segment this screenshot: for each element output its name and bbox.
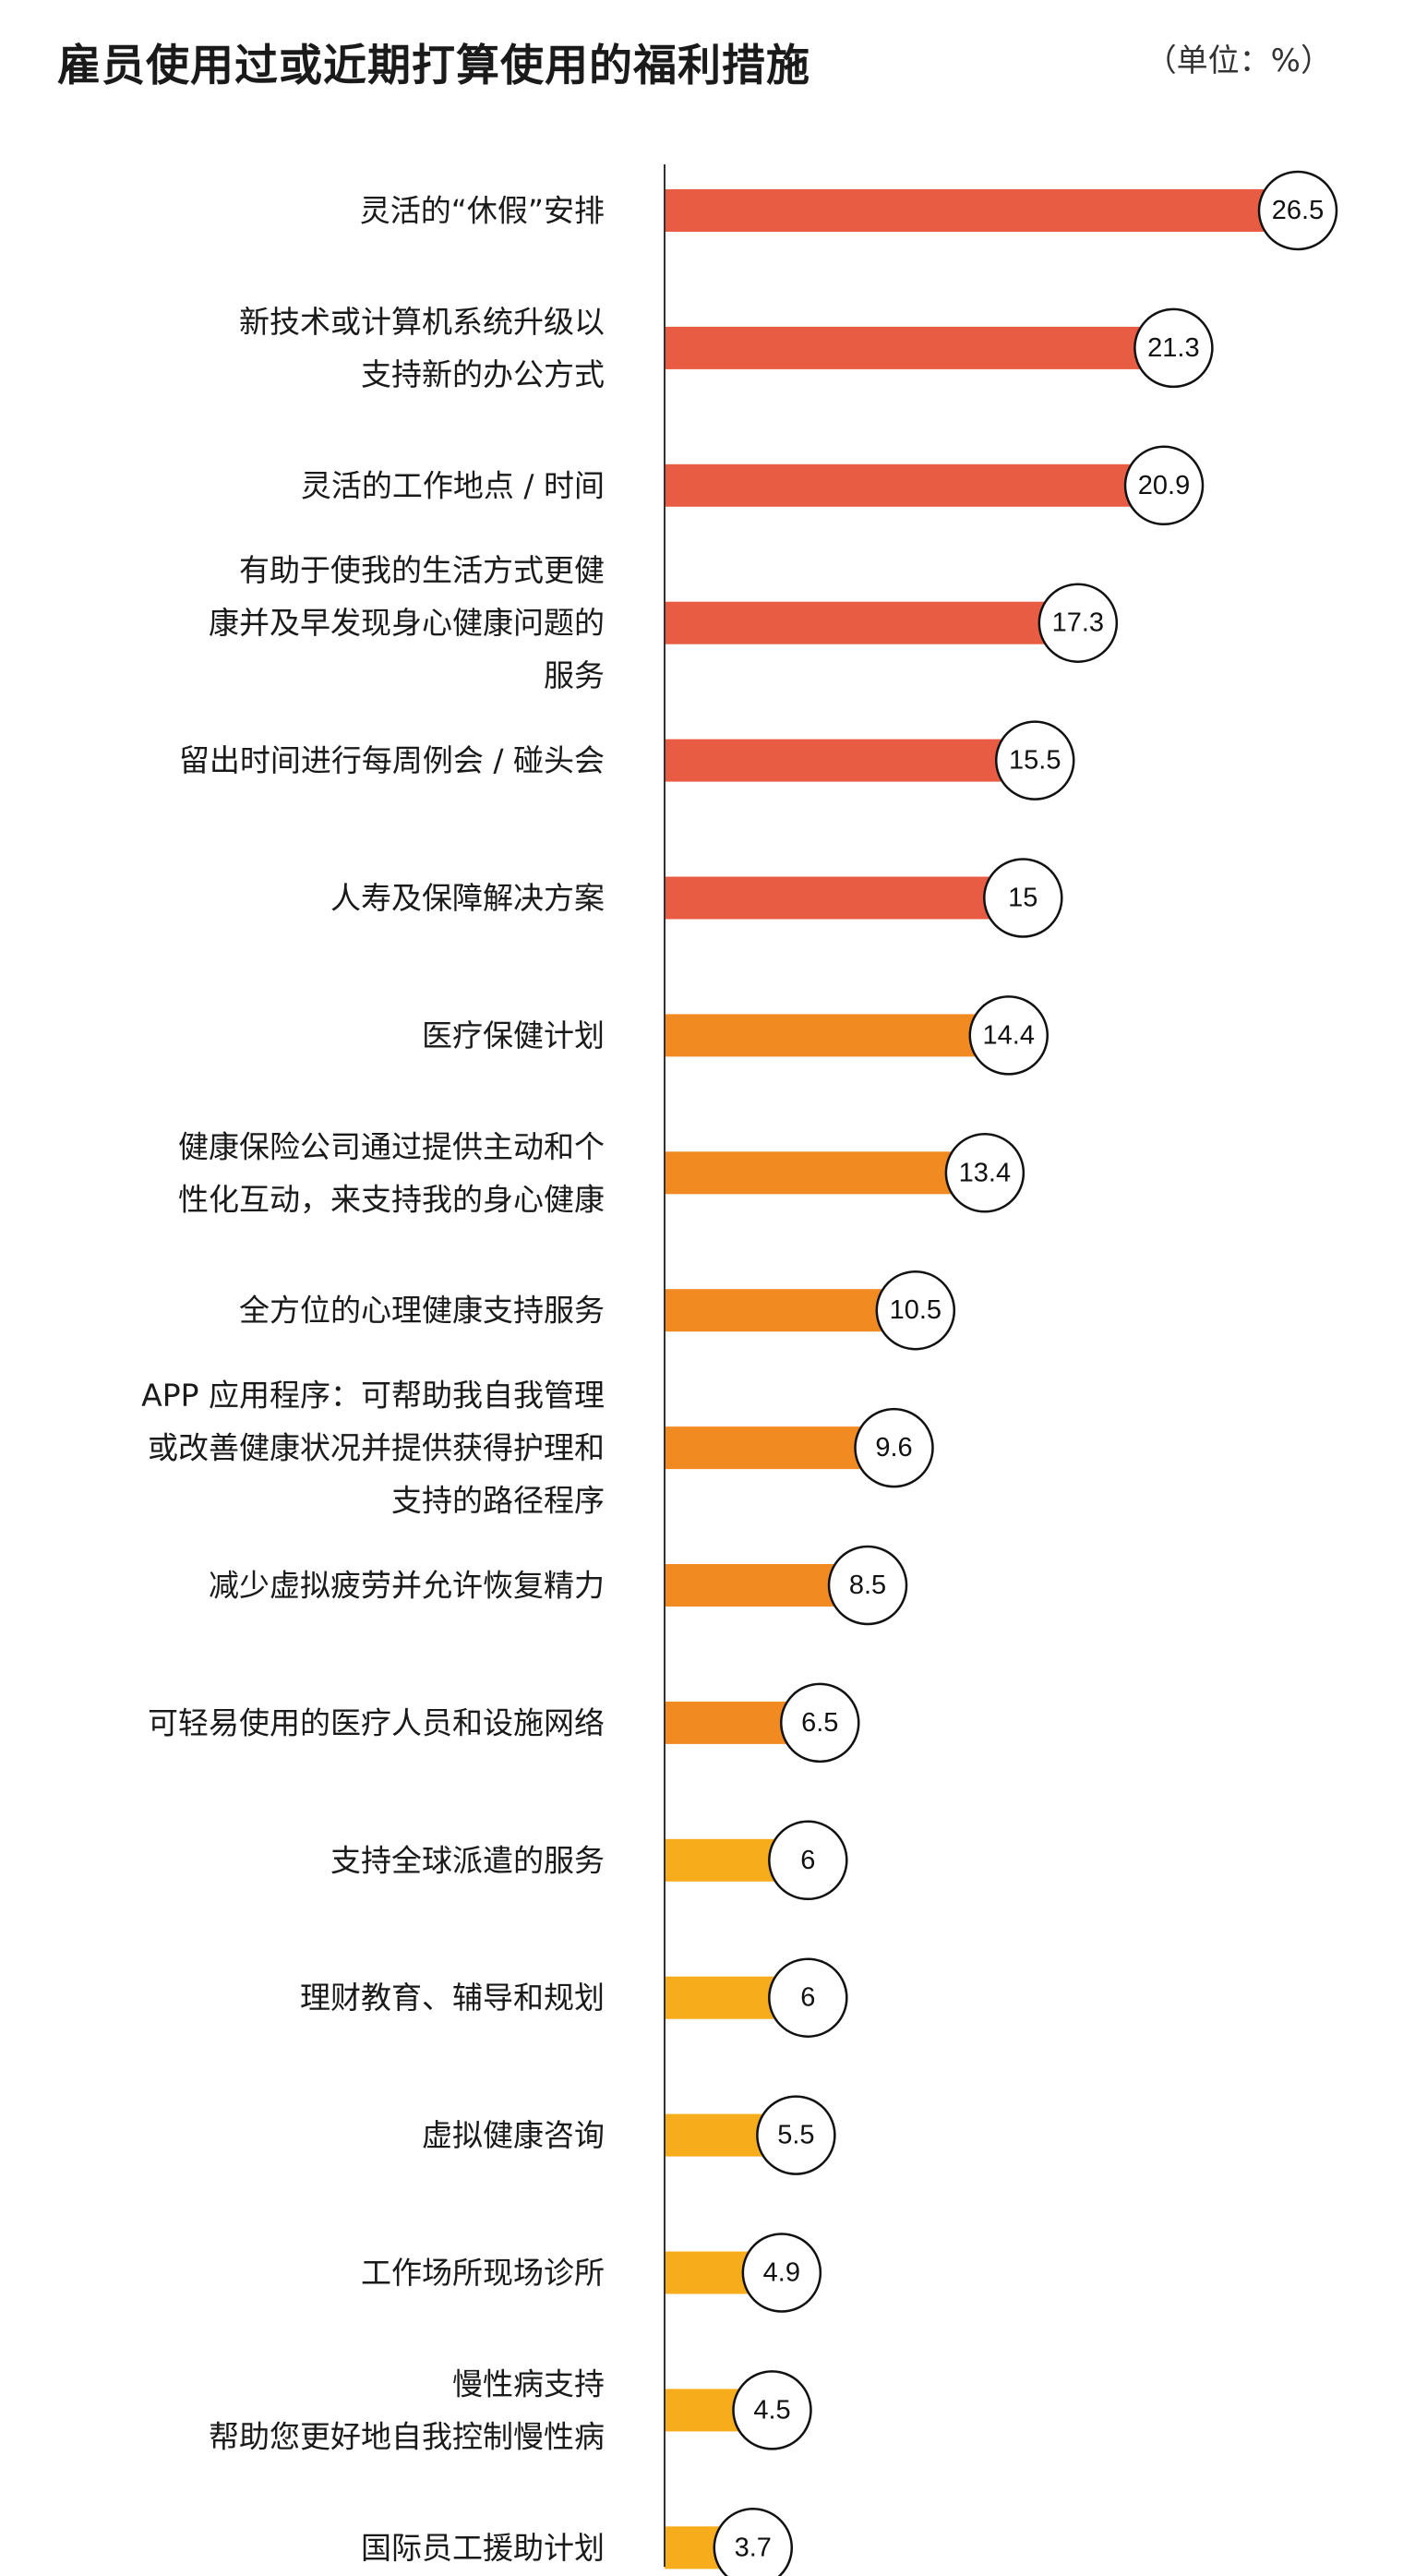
bar [665, 1014, 1009, 1057]
value-bubble [741, 2233, 822, 2313]
data-label: 4.9 [763, 2258, 800, 2288]
category-label: 国际员工援助计划 [361, 2530, 605, 2566]
data-label: 9.6 [875, 1433, 912, 1463]
category-label: 医疗保健计划 [422, 1017, 605, 1053]
category-label: 虚拟健康咨询 [422, 2117, 605, 2153]
category-label: 性化互动，来支持我的身心健康 [178, 1181, 605, 1217]
value-bubble [732, 2370, 812, 2450]
category-label: 有助于使我的生活方式更健 [239, 552, 605, 588]
unit-label: （单位：%） [1145, 42, 1332, 79]
value-bubble [768, 1957, 848, 2038]
category-label: 支持的路径程序 [391, 1483, 605, 1519]
data-label: 8.5 [849, 1571, 886, 1600]
data-label: 6 [800, 1983, 815, 2013]
value-bubble [1133, 307, 1214, 389]
value-bubble [756, 2095, 836, 2175]
category-label: APP 应用程序：可帮助我自我管理 [141, 1378, 605, 1414]
value-bubble [768, 1820, 848, 1901]
category-label: 帮助您更好地自我控制慢性病 [209, 2418, 605, 2454]
category-label: 康并及早发现身心健康问题的 [209, 605, 605, 641]
bar [665, 326, 1174, 369]
data-label: 15.5 [1009, 746, 1061, 776]
data-label: 10.5 [890, 1295, 941, 1325]
value-bubble [854, 1407, 934, 1488]
data-label: 26.5 [1272, 196, 1324, 225]
category-label: 理财教育、辅导和规划 [300, 1980, 605, 2016]
data-label: 6.5 [801, 1708, 838, 1738]
category-label: 支持全球派遣的服务 [330, 1842, 605, 1878]
value-bubble [968, 995, 1049, 1076]
bar [665, 601, 1078, 644]
bar [665, 189, 1298, 232]
category-label: 支持新的办公方式 [361, 356, 605, 392]
category-label: 工作场所现场诊所 [361, 2255, 605, 2291]
value-bubble [944, 1133, 1025, 1213]
data-label: 21.3 [1147, 333, 1199, 363]
category-label: 新技术或计算机系统升级以 [239, 304, 605, 340]
category-label: 慢性病支持 [452, 2365, 605, 2401]
data-label: 20.9 [1138, 471, 1190, 500]
category-label: 健康保险公司通过提供主动和个 [178, 1128, 605, 1164]
bar [665, 876, 1024, 920]
category-label: 灵活的“休假”安排 [360, 193, 605, 229]
value-bubble [1123, 445, 1205, 526]
category-label: 灵活的工作地点 / 时间 [301, 467, 605, 503]
value-bubble [1037, 583, 1119, 663]
category-label: 减少虚拟疲劳并允许恢复精力 [209, 1568, 605, 1604]
data-label: 6 [800, 1846, 815, 1875]
data-label: 15 [1008, 884, 1037, 913]
value-bubble [994, 720, 1075, 800]
data-label: 13.4 [959, 1158, 1011, 1187]
value-bubble [713, 2508, 794, 2576]
category-label: 或改善健康状况并提供获得护理和 [148, 1430, 605, 1466]
category-label: 服务 [544, 657, 605, 693]
data-label: 4.5 [753, 2395, 790, 2425]
bar [665, 1151, 985, 1195]
category-label: 留出时间进行每周例会 / 碰头会 [179, 742, 605, 778]
bar [665, 463, 1165, 507]
chart-title: 雇员使用过或近期打算使用的福利措施 [57, 41, 810, 91]
data-label: 17.3 [1052, 608, 1104, 638]
data-label: 5.5 [777, 2121, 814, 2150]
value-bubble [875, 1270, 956, 1351]
value-bubble [827, 1545, 908, 1626]
category-label: 可轻易使用的医疗人员和设施网络 [148, 1704, 605, 1740]
value-bubble [983, 858, 1063, 938]
value-bubble [1257, 170, 1338, 251]
data-label: 3.7 [735, 2533, 772, 2562]
value-bubble [780, 1682, 860, 1763]
bar [665, 1289, 916, 1332]
category-label: 人寿及保障解决方案 [330, 880, 605, 916]
bar [665, 739, 1036, 782]
data-label: 14.4 [983, 1020, 1035, 1050]
category-label: 全方位的心理健康支持服务 [239, 1293, 605, 1329]
